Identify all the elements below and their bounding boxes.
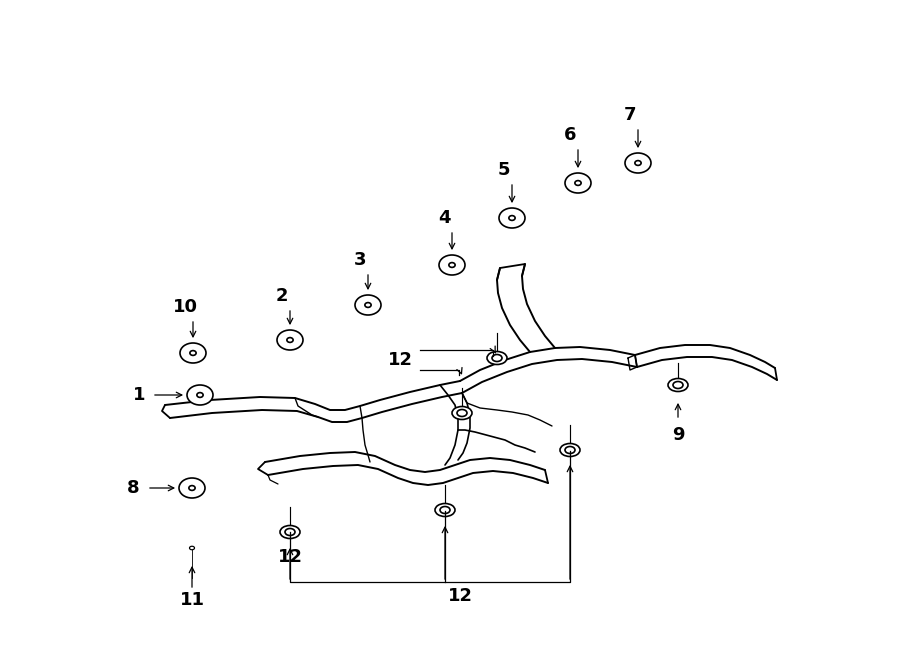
Text: 11: 11 [179,591,204,609]
Text: 3: 3 [354,251,366,269]
Ellipse shape [187,385,213,405]
Text: 12: 12 [388,351,413,369]
Text: 9: 9 [671,426,684,444]
Ellipse shape [439,255,465,275]
Ellipse shape [190,350,196,356]
Ellipse shape [560,444,580,457]
Ellipse shape [673,381,683,389]
Ellipse shape [457,410,467,416]
Text: 8: 8 [128,479,140,497]
Ellipse shape [285,529,295,535]
Ellipse shape [277,330,303,350]
Ellipse shape [499,208,525,228]
Ellipse shape [190,546,194,550]
Text: 5: 5 [498,161,510,179]
Ellipse shape [449,262,455,268]
Ellipse shape [625,153,651,173]
Ellipse shape [565,173,591,193]
Ellipse shape [355,295,381,315]
Ellipse shape [287,338,293,342]
Ellipse shape [492,354,502,362]
Ellipse shape [364,303,371,307]
Text: 12: 12 [447,587,473,605]
Text: 7: 7 [624,106,636,124]
Text: 4: 4 [437,209,450,227]
Ellipse shape [508,215,515,220]
Ellipse shape [440,506,450,514]
Ellipse shape [487,352,507,364]
Ellipse shape [435,504,455,516]
Ellipse shape [452,407,472,420]
Ellipse shape [280,525,300,539]
Ellipse shape [180,343,206,363]
Text: 12: 12 [277,548,302,566]
Ellipse shape [189,486,195,490]
Ellipse shape [179,478,205,498]
Ellipse shape [634,161,641,165]
Ellipse shape [668,379,688,391]
Text: 6: 6 [563,126,576,144]
Ellipse shape [197,393,203,397]
Text: 10: 10 [173,298,197,316]
Ellipse shape [575,180,581,185]
Text: 2: 2 [275,287,288,305]
Text: 1: 1 [132,386,145,404]
Ellipse shape [565,446,575,453]
